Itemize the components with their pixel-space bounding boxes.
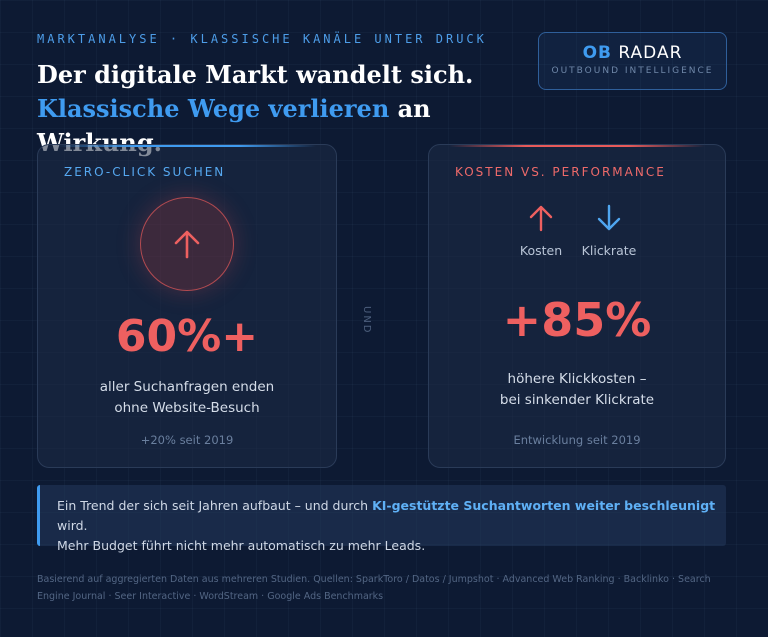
card-label: ZERO-CLICK SUCHEN — [64, 165, 226, 179]
sources-footnote: Basierend auf aggregierten Daten aus meh… — [37, 574, 711, 602]
eyebrow-label: MARKTANALYSE · KLASSISCHE KANÄLE UNTER D… — [37, 32, 487, 46]
page-headline: Der digitale Markt wandelt sich. Klassis… — [37, 58, 557, 160]
trend-clickrate-label: Klickrate — [581, 243, 637, 258]
desc-line2: bei sinkender Klickrate — [499, 392, 655, 408]
cost-footnote: Entwicklung seit 2019 — [513, 433, 641, 447]
trend-costs: Kosten — [501, 203, 581, 258]
arrow-down-icon — [597, 204, 621, 231]
arrow-up-circle — [140, 197, 234, 291]
callout-part1: Ein Trend der sich seit Jahren aufbaut –… — [57, 498, 373, 513]
arrow-up-icon — [529, 205, 553, 232]
arrow-up-icon — [174, 230, 200, 259]
zero-click-value: 60%+ — [115, 311, 259, 362]
cost-description: höhere Klickkosten – bei sinkender Klick… — [429, 369, 725, 411]
headline-accent: Klassische Wege verlieren — [37, 94, 390, 123]
separator-und: UND — [361, 306, 372, 335]
cost-value: +85% — [502, 293, 652, 347]
brand-subtitle: OUTBOUND INTELLIGENCE — [551, 66, 714, 76]
brand-ob: OB — [582, 43, 612, 63]
trend-costs-label: Kosten — [519, 243, 563, 258]
card-accent-line — [58, 145, 316, 147]
headline-line1: Der digitale Markt wandelt sich. — [37, 60, 474, 89]
cost-performance-card: KOSTEN VS. PERFORMANCE Kosten Klickrate … — [428, 144, 726, 468]
callout-line2: Mehr Budget führt nicht mehr automatisch… — [57, 538, 426, 553]
zero-click-footnote: +20% seit 2019 — [140, 433, 234, 447]
callout-part2: wird. — [57, 518, 88, 533]
card-accent-line — [449, 145, 705, 147]
card-label: KOSTEN VS. PERFORMANCE — [455, 165, 666, 179]
desc-line1: aller Suchanfragen enden — [99, 379, 275, 395]
brand-radar: RADAR — [618, 43, 683, 63]
trend-clickrate: Klickrate — [569, 203, 649, 258]
desc-line2: ohne Website-Besuch — [114, 400, 260, 416]
trend-callout: Ein Trend der sich seit Jahren aufbaut –… — [37, 485, 726, 553]
zero-click-description: aller Suchanfragen enden ohne Website-Be… — [38, 377, 336, 419]
zero-click-card: ZERO-CLICK SUCHEN 60%+ aller Suchanfrage… — [37, 144, 337, 468]
desc-line1: höhere Klickkosten – — [507, 371, 647, 387]
callout-highlight: KI-gestützte Suchantworten weiter beschl… — [372, 498, 716, 513]
brand-logo: OB RADAR OUTBOUND INTELLIGENCE — [538, 32, 727, 90]
